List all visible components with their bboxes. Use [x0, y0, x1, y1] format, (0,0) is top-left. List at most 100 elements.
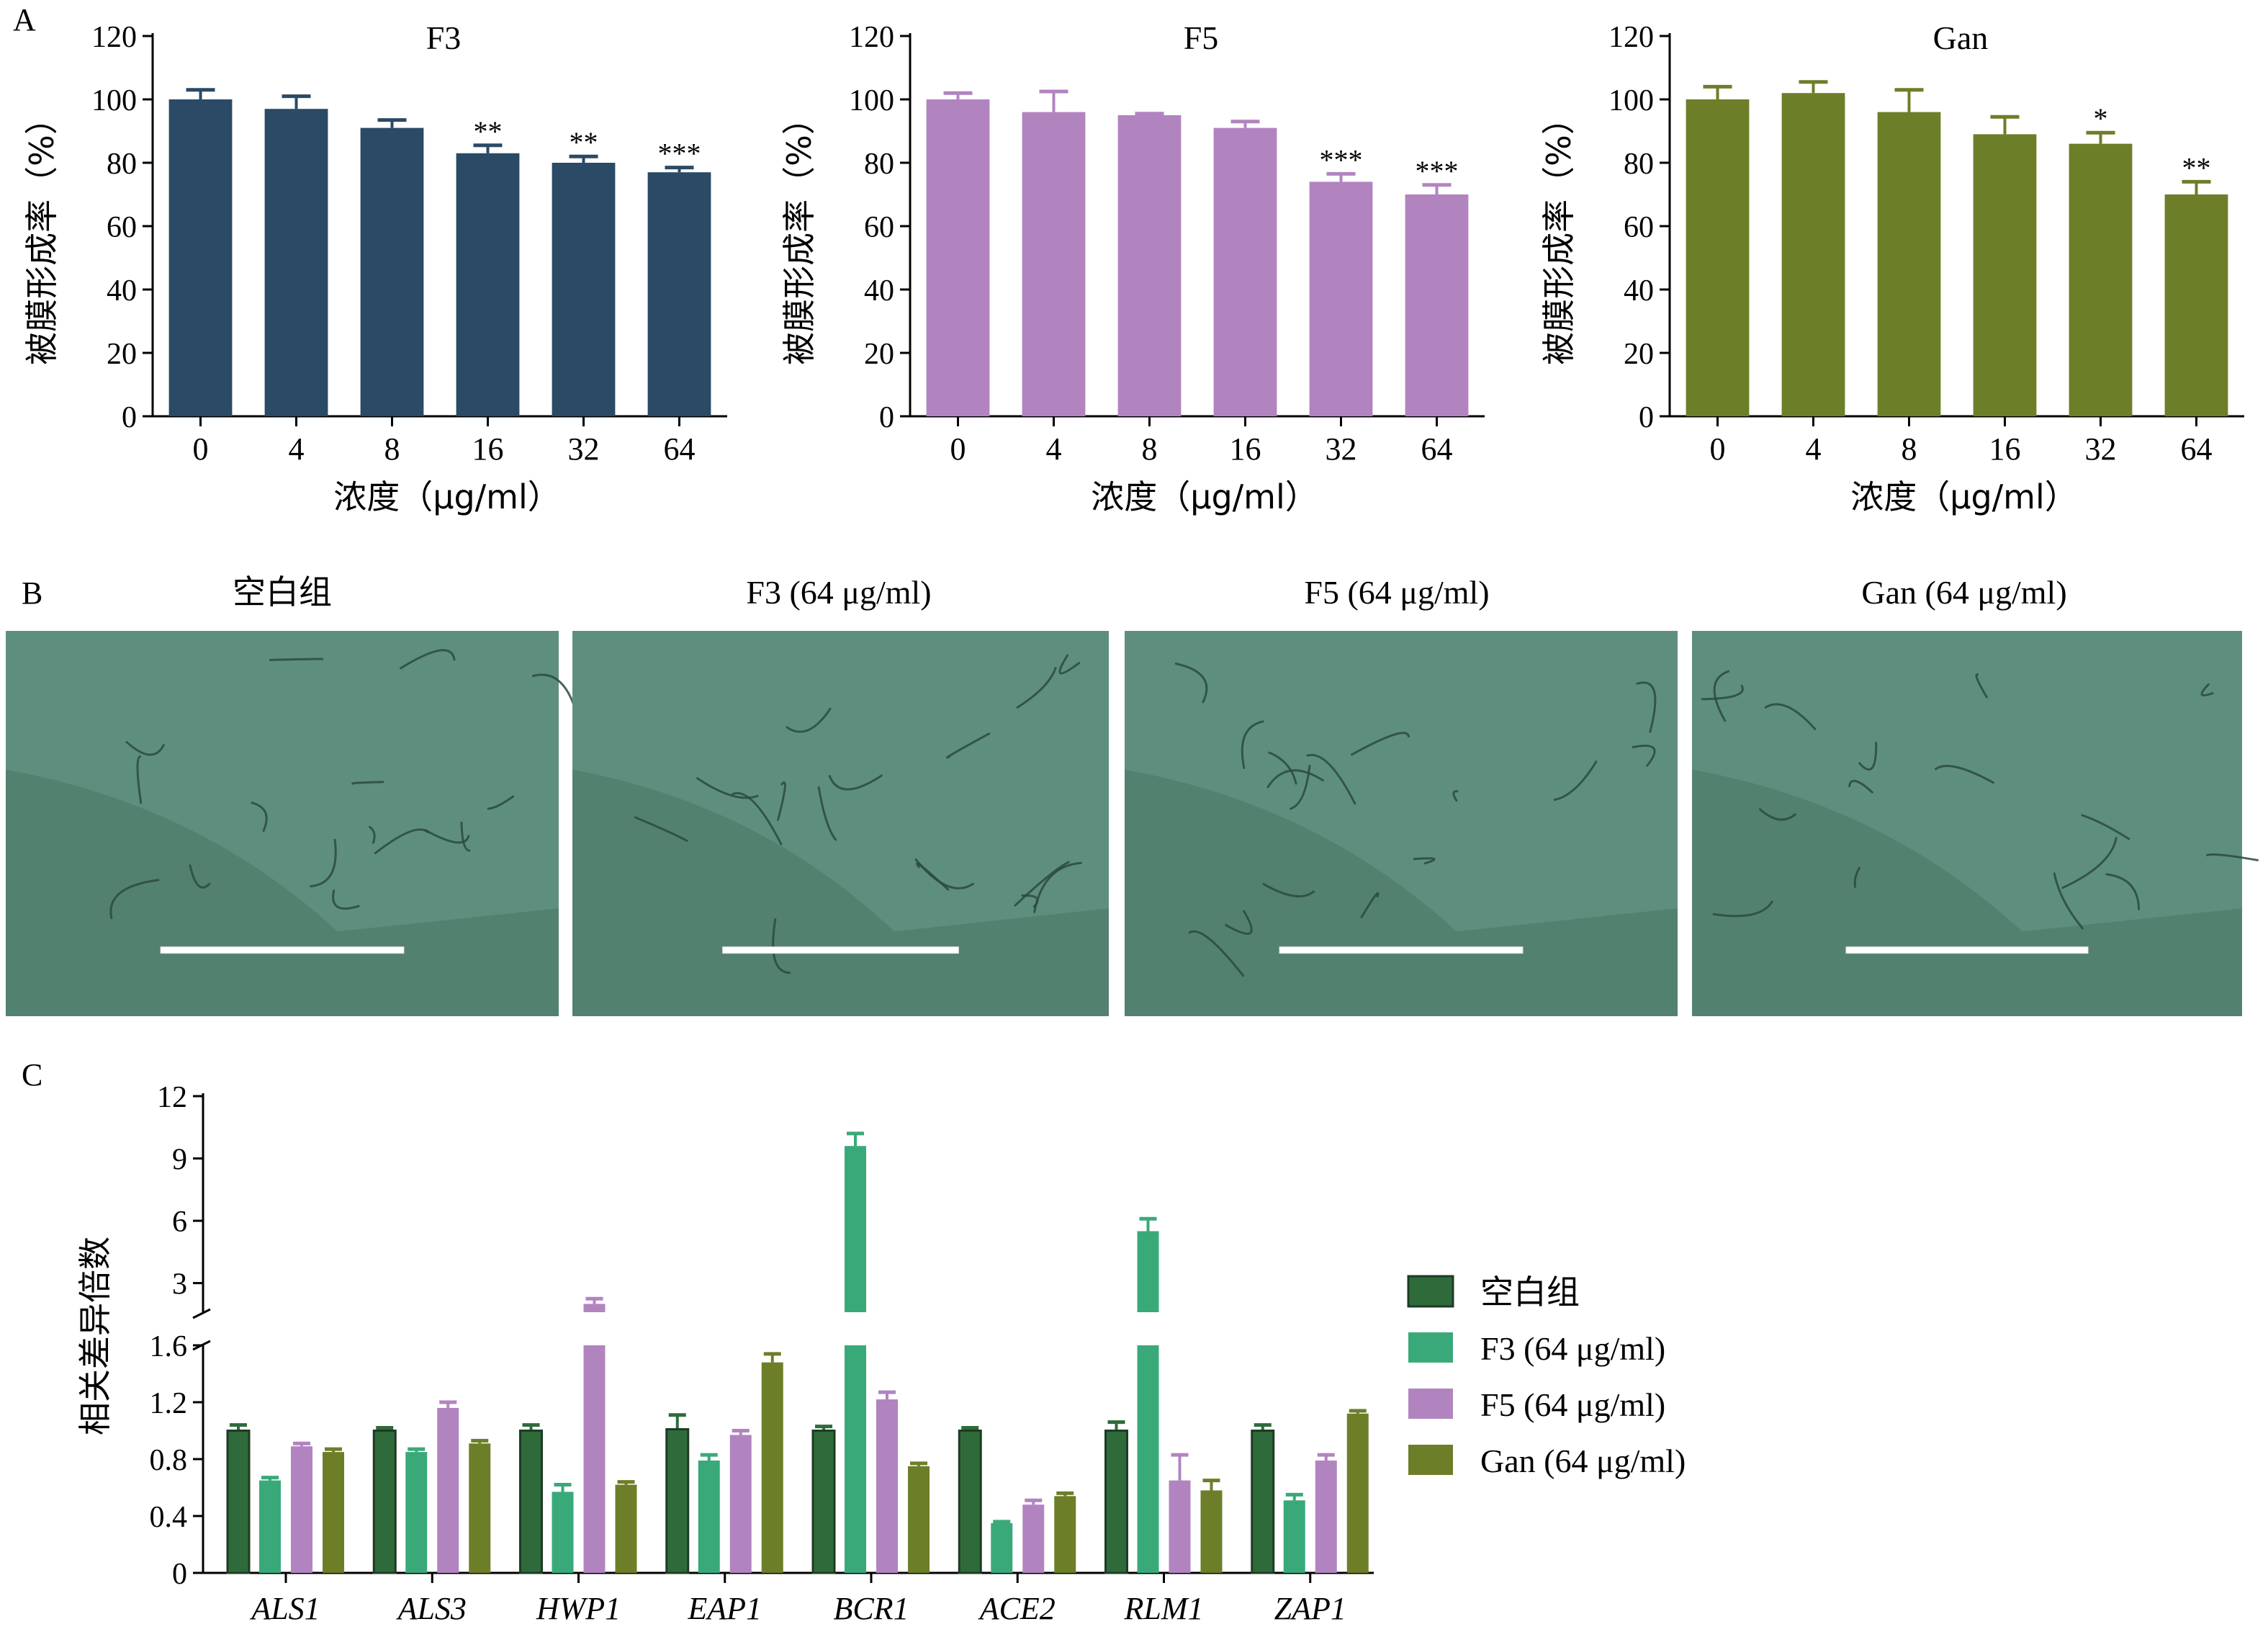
hypha — [2105, 873, 2141, 910]
bar — [1283, 1500, 1305, 1573]
bar — [958, 1430, 982, 1574]
x-tick-label: 8 — [1902, 431, 1917, 467]
bar — [665, 1428, 690, 1574]
significance-mark: ** — [474, 115, 503, 148]
hypha — [400, 649, 456, 670]
x-tick-label: 64 — [2181, 431, 2213, 467]
bar — [519, 1430, 543, 1574]
hypha — [945, 732, 991, 759]
hypha — [1934, 765, 1994, 784]
hypha — [1058, 654, 1081, 675]
bar — [291, 1446, 312, 1573]
y-tick-label: 6 — [172, 1206, 187, 1239]
substrate-shadow — [1125, 769, 1678, 1016]
hypha — [1014, 861, 1070, 907]
y-tick-label: 60 — [107, 211, 137, 244]
bar — [1022, 1504, 1045, 1573]
hypha — [1712, 900, 1773, 918]
hypha — [487, 795, 514, 810]
x-tick-label: RLM1 — [1124, 1591, 1204, 1626]
bar — [456, 153, 520, 417]
bar-upper-segment — [845, 1146, 866, 1312]
y-tick-label: 12 — [157, 1081, 187, 1114]
x-tick-label: 32 — [1326, 431, 1357, 467]
x-tick-label: 64 — [1421, 431, 1453, 467]
hypha — [125, 740, 165, 756]
x-tick-label: EAP1 — [687, 1591, 762, 1626]
y-tick-label: 100 — [849, 84, 894, 117]
y-tick-label: 0 — [1639, 401, 1654, 434]
hypha — [1306, 753, 1356, 805]
chart-gene-expression: 0 0.4 0.8 1.2 1.6 3 6 9 12 相关差异倍数 ALS1 ALS3 HWP1 EAP1… — [76, 1081, 1686, 1626]
x-tick-label: 4 — [1046, 431, 1062, 467]
panel-label-a: A — [13, 2, 36, 37]
substrate-shadow — [572, 769, 1109, 1016]
y-tick-label: 60 — [1624, 211, 1654, 244]
bar — [552, 163, 616, 416]
significance-mark: *** — [1320, 143, 1363, 176]
y-tick-label: 0.8 — [150, 1444, 188, 1477]
hypha — [2081, 814, 2130, 840]
y-tick-label: 80 — [107, 148, 137, 181]
significance-mark: ** — [2182, 151, 2211, 184]
hypha — [189, 864, 211, 889]
bar — [552, 1492, 574, 1573]
hypha — [1848, 779, 1873, 794]
hypha — [1764, 703, 1817, 730]
bar — [168, 99, 233, 416]
hypha — [1701, 684, 1744, 701]
x-tick-label: 0 — [1710, 431, 1726, 467]
x-tick-label: 4 — [289, 431, 305, 467]
micrograph-label: F5 (64 μg/ml) — [1304, 574, 1489, 611]
y-axis-label: 被膜形成率（%） — [780, 102, 819, 365]
micrograph-label: 空白组 — [233, 573, 332, 611]
micrograph-label: F3 (64 μg/ml) — [746, 574, 931, 611]
hypha — [109, 879, 160, 920]
bar-lower-segment — [845, 1345, 866, 1573]
hypha — [251, 802, 268, 833]
x-tick-label: 8 — [1142, 431, 1158, 467]
hypha — [1033, 861, 1082, 913]
x-tick-label: 4 — [1806, 431, 1822, 467]
y-tick-label: 3 — [172, 1268, 187, 1301]
hypha — [1241, 720, 1264, 769]
hypha — [2061, 837, 2118, 889]
y-tick-label: 40 — [1624, 274, 1654, 308]
scale-bar — [1845, 946, 2089, 954]
bar-lower-segment — [1137, 1345, 1159, 1573]
bar-upper-segment — [1137, 1231, 1159, 1312]
legend-swatch — [1407, 1275, 1454, 1308]
y-axis-label: 相关差异倍数 — [76, 1237, 114, 1435]
x-tick-label: ZAP1 — [1274, 1591, 1346, 1626]
significance-mark: * — [2094, 102, 2108, 135]
legend-swatch — [1408, 1332, 1453, 1363]
hypha — [1975, 673, 1988, 699]
chart-gan: 0 20 40 60 80 100 120 0 4 8 16 * 32 ** 64 Gan 浓度（μg/ml） 被… — [1539, 19, 2244, 516]
y-tick-label: 20 — [1624, 338, 1654, 371]
x-tick-label: ALS3 — [396, 1591, 467, 1626]
x-axis-label: 浓度（μg/ml） — [1091, 477, 1318, 516]
bar — [876, 1399, 898, 1573]
bar — [991, 1522, 1013, 1573]
bar — [1022, 112, 1086, 416]
legend-label: F3 (64 μg/ml) — [1480, 1330, 1665, 1367]
scale-bar — [160, 946, 405, 954]
y-tick-label: 120 — [849, 21, 894, 54]
hypha — [1225, 910, 1253, 936]
bar-upper-segment — [583, 1304, 606, 1312]
x-tick-label: ALS1 — [249, 1591, 320, 1626]
x-axis-label: 浓度（μg/ml） — [333, 477, 561, 516]
bar — [1169, 1480, 1191, 1573]
hypha — [2053, 872, 2084, 930]
bar — [2069, 143, 2133, 416]
hypha — [1413, 857, 1436, 865]
hypha — [1360, 892, 1380, 918]
bar — [1346, 1413, 1369, 1573]
legend-label: Gan (64 μg/ml) — [1480, 1443, 1686, 1479]
hypha — [351, 781, 384, 785]
bar — [1251, 1430, 1275, 1574]
bar — [698, 1460, 720, 1573]
bar — [360, 127, 424, 416]
hypha — [1351, 732, 1410, 756]
scale-bar — [722, 946, 959, 954]
